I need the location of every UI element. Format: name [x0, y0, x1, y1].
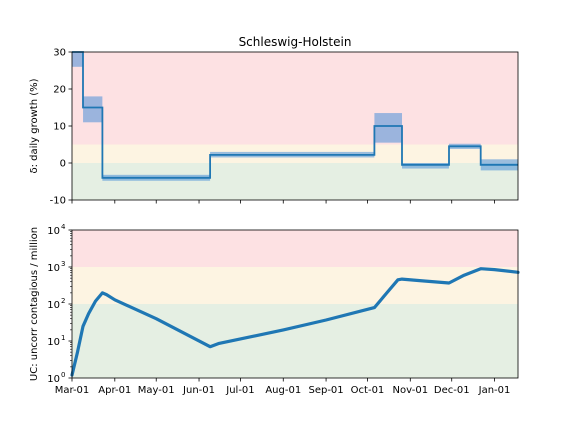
contagious-series [70, 267, 520, 377]
growth-ci-segment [72, 52, 84, 67]
contagious-y-tick-exponent: 0 [61, 371, 65, 379]
growth-ci-segment [374, 113, 403, 143]
contagious-y-tick-label: 10 [47, 226, 60, 237]
contagious-band-2 [72, 304, 518, 378]
contagious-y-tick-label: 10 [47, 263, 60, 274]
contagious-x-tick-label: Nov-01 [393, 385, 429, 396]
contagious-x-tick-label: Jun-01 [182, 385, 215, 396]
growth-rate-panel: Schleswig-Holstein -10 0 10 20 30 δ: daily g… [29, 35, 519, 207]
contagious-x-tick-label: Mar-01 [55, 385, 90, 396]
growth-ci-segment [83, 96, 103, 123]
contagious-y-tick-label: 10 [47, 337, 60, 348]
growth-bands [72, 52, 518, 200]
growth-series-line-0 [72, 51, 518, 179]
growth-plot-frame [71, 51, 519, 201]
growth-y-tick-label: 30 [53, 48, 66, 59]
growth-band-2 [72, 163, 518, 200]
contagious-y-tick-exponent: 2 [61, 297, 65, 305]
contagious-y-tick-exponent: 3 [61, 260, 65, 268]
contagious-y-tick-label: 10 [47, 374, 60, 385]
contagious-x-tick-label: Apr-01 [98, 385, 131, 396]
growth-y-axis-label: δ: daily growth (%) [29, 78, 40, 173]
contagious-x-tick-label: Jul-01 [225, 385, 254, 396]
growth-y-tick-label: 10 [53, 122, 66, 133]
contagious-band-1 [72, 267, 518, 304]
growth-y-tick-label: 0 [60, 159, 66, 170]
contagious-y-tick-label: 10 [47, 300, 60, 311]
contagious-x-tick-label: Aug-01 [265, 385, 301, 396]
growth-y-axis: -10 0 10 20 30 [50, 48, 72, 207]
contagious-x-tick-label: Sep-01 [308, 385, 343, 396]
chart-title: Schleswig-Holstein [239, 35, 352, 49]
growth-series [72, 51, 518, 179]
growth-band-0 [72, 52, 518, 145]
growth-x-axis [71, 200, 495, 204]
contagious-bands [72, 230, 518, 378]
growth-y-tick-label: 20 [53, 85, 66, 96]
contagious-x-tick-label: May-01 [138, 385, 175, 396]
contagious-y-tick-exponent: 1 [61, 334, 65, 342]
contagious-x-tick-label: Dec-01 [434, 385, 470, 396]
growth-y-tick-label: -10 [50, 196, 66, 207]
contagious-x-tick-label: Jan-01 [478, 385, 511, 396]
contagious-y-axis-label: UC: uncorr contagious / million [29, 227, 40, 381]
contagious-series-line-0 [70, 267, 520, 377]
contagious-x-tick-label: Oct-01 [351, 385, 385, 396]
contagious-y-tick-exponent: 4 [61, 223, 66, 231]
contagious-plot-frame [71, 229, 519, 379]
contagious-band-0 [72, 230, 518, 267]
contagious-x-axis: Mar-01 Apr-01 May-01 Jun-01 Jul-01 Aug-01 Sep-… [55, 378, 511, 396]
growth-ci-segment [402, 163, 449, 169]
